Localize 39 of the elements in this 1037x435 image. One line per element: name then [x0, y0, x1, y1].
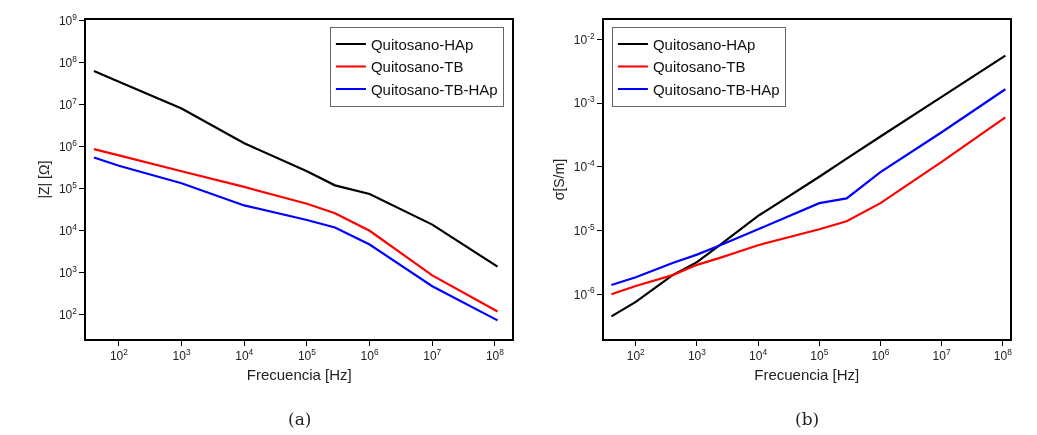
x-tick-label: 10$^{2}$ [109, 346, 129, 363]
y-tick-label: 10$^{2}$ [58, 306, 78, 323]
x-tick-label: 10$^{3}$ [687, 346, 707, 363]
x-axis-title: Frecuencia [Hz] [246, 366, 352, 384]
y-tick-label: 10$^{-5}$ [573, 221, 595, 238]
legend-label: Quitosano-HAp [652, 35, 756, 53]
y-tick-label: 10$^{9}$ [58, 11, 78, 28]
legend-label: Quitosano-TB-HAp [652, 80, 780, 98]
y-tick-label: 10$^{8}$ [58, 53, 78, 70]
y-tick-label: 10$^{7}$ [58, 95, 78, 112]
x-tick-label: 10$^{5}$ [297, 346, 317, 363]
y-tick-label: 10$^{6}$ [58, 137, 78, 154]
x-tick-label: 10$^{4}$ [235, 346, 254, 363]
y-tick-label: 10$^{-6}$ [573, 285, 595, 302]
x-tick-label: 10$^{5}$ [810, 346, 829, 363]
x-tick-label: 10$^{8}$ [485, 346, 505, 363]
y-tick-label: 10$^{5}$ [58, 179, 78, 196]
y-axis-title: |Z| [Ω] [36, 160, 53, 199]
x-tick-label: 10$^{6}$ [871, 346, 890, 363]
legend-label: Quitosano-TB [370, 58, 464, 76]
x-tick-label: 10$^{3}$ [172, 346, 191, 363]
text: (b) [795, 409, 820, 429]
y-tick-label: 10$^{-2}$ [573, 30, 595, 47]
x-tick-label: 10$^{6}$ [360, 346, 379, 363]
x-tick-label: 10$^{8}$ [993, 346, 1013, 363]
y-tick-label: 10$^{-3}$ [573, 94, 595, 111]
text: (a) [288, 409, 312, 429]
legend-label: Quitosano-HAp [370, 35, 474, 53]
legend-label: Quitosano-TB-HAp [370, 80, 498, 98]
legend-label: Quitosano-TB [652, 58, 746, 76]
y-axis-title: σ[S/m] [550, 158, 567, 201]
x-tick-label: 10$^{4}$ [749, 346, 768, 363]
x-axis-title: Frecuencia [Hz] [754, 366, 860, 384]
x-tick-label: 10$^{7}$ [932, 346, 951, 363]
x-tick-label: 10$^{2}$ [626, 346, 646, 363]
y-tick-label: 10$^{3}$ [58, 263, 78, 281]
y-tick-label: 10$^{-4}$ [573, 158, 595, 175]
y-tick-label: 10$^{4}$ [58, 221, 78, 238]
x-tick-label: 10$^{7}$ [423, 346, 442, 363]
